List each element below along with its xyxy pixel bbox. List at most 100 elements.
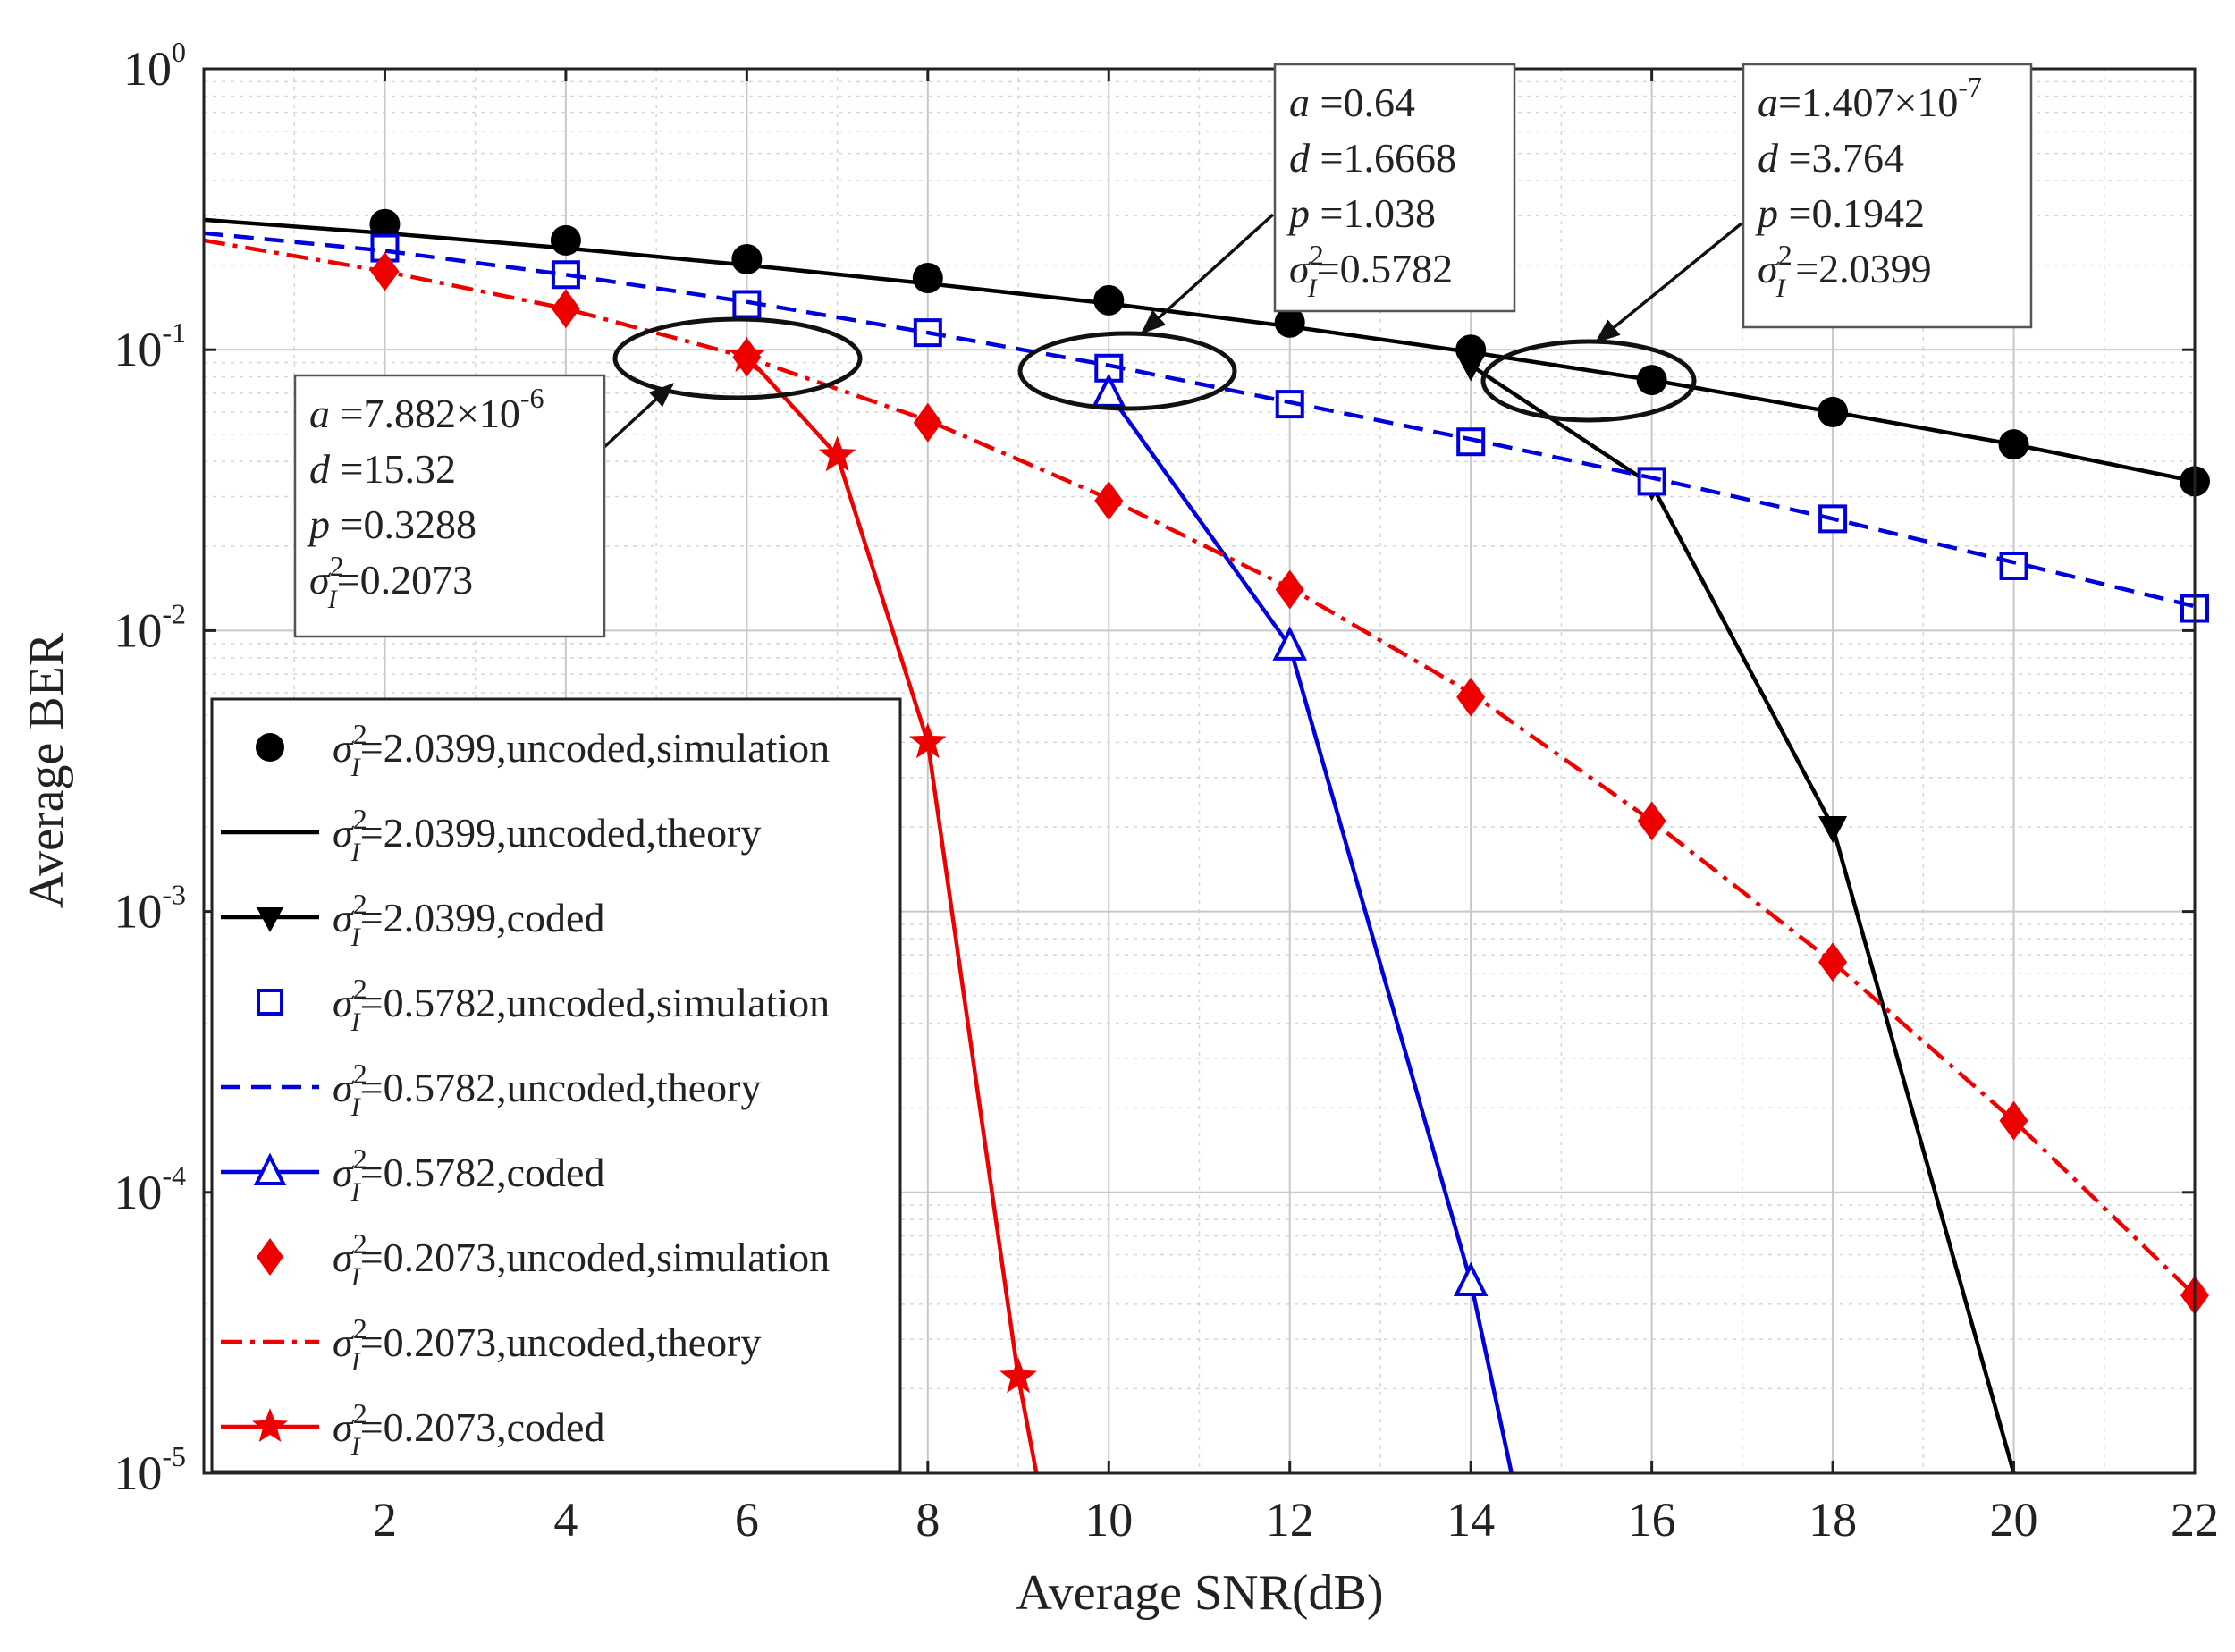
data-point-circle xyxy=(1093,284,1125,316)
annotation-line: p =0.3288 xyxy=(307,502,477,547)
annotation-box xyxy=(293,374,606,638)
annotation-line: a =7.882×10-6 xyxy=(309,382,544,436)
series-line xyxy=(203,231,2196,609)
legend-entry: σ2 I=0.5782,coded xyxy=(221,1142,604,1207)
x-tick-label: 20 xyxy=(1990,1493,2038,1547)
data-point-diamond xyxy=(1637,801,1666,841)
legend-entry: σ2 I=0.5782,uncoded,theory xyxy=(221,1058,761,1122)
legend-marker-triangle-up xyxy=(253,1152,287,1185)
data-point-triangle-up xyxy=(1272,626,1307,661)
legend-entry: σ2 I=0.5782,uncoded,simulation xyxy=(257,973,830,1037)
annotation-line: a =0.64 xyxy=(1289,80,1415,125)
annotation-line: a=1.407×10-7 xyxy=(1758,71,1982,125)
data-point-star xyxy=(728,336,766,372)
series-layer xyxy=(203,208,2210,1474)
annotation-box xyxy=(1273,63,1516,313)
legend-entry: σ2 I=0.2073,coded xyxy=(221,1397,604,1462)
series-8 xyxy=(728,336,1039,1474)
legend-entry: σ2 I=2.0399,uncoded,theory xyxy=(221,803,761,867)
annotation-line: d =1.6668 xyxy=(1289,135,1456,181)
annotation-line: p =0.1942 xyxy=(1755,190,1925,236)
annotation-arrow xyxy=(603,383,675,449)
legend-label: σ2 I=0.2073,coded xyxy=(333,1397,604,1462)
legend-label: σ2 I=0.2073,uncoded,simulation xyxy=(333,1227,830,1292)
annotation-box xyxy=(1742,63,2033,329)
x-tick-label: 16 xyxy=(1628,1493,1676,1547)
legend-label: σ2 I=2.0399,uncoded,simulation xyxy=(333,718,830,782)
highlight-ellipse xyxy=(1480,339,1697,423)
annotation-line: σ2 I =2.0399 xyxy=(1758,239,1932,303)
legend-marker-diamond xyxy=(257,1238,283,1276)
legend-marker-square xyxy=(257,989,283,1016)
x-tick-label: 18 xyxy=(1809,1493,1857,1547)
data-point-circle xyxy=(1274,307,1305,338)
annotation-line: p =1.038 xyxy=(1286,190,1436,236)
data-point-star xyxy=(818,435,856,472)
legend-label: σ2 I=0.5782,uncoded,simulation xyxy=(333,973,830,1037)
x-tick-label: 10 xyxy=(1084,1493,1133,1547)
data-point-triangle-up xyxy=(1092,373,1126,408)
series-4 xyxy=(203,231,2196,609)
annotation-line: d =3.764 xyxy=(1758,135,1904,181)
legend-entry: σ2 I=0.2073,uncoded,theory xyxy=(221,1312,761,1377)
x-tick-label: 12 xyxy=(1266,1493,1314,1547)
y-tick-label: 100 xyxy=(123,36,186,96)
data-point-diamond xyxy=(913,402,942,442)
legend-entry: σ2 I=2.0399,coded xyxy=(221,888,604,952)
ticks: 2 4 6 8 10 12 14 16 18 20 22 100 10-1 10-2 10-3 10-4 10-… xyxy=(114,36,2219,1547)
legend-box xyxy=(210,697,902,1473)
series-1 xyxy=(203,217,2196,484)
y-tick-label: 10-4 xyxy=(114,1159,186,1219)
data-point-star xyxy=(999,1357,1037,1394)
legend-entry: σ2 I=0.2073,uncoded,simulation xyxy=(257,1227,830,1292)
legend-label: σ2 I=0.2073,uncoded,theory xyxy=(333,1312,761,1377)
x-tick-label: 14 xyxy=(1446,1493,1495,1547)
data-point-triangle-down xyxy=(1818,816,1848,844)
y-tick-label: 10-2 xyxy=(114,597,186,657)
series-line xyxy=(1107,392,1514,1474)
annotation-line: σ2 I=0.5782 xyxy=(1289,239,1453,303)
x-tick-label: 2 xyxy=(373,1493,397,1547)
data-point-triangle-up xyxy=(1453,1261,1489,1296)
x-tick-label: 4 xyxy=(553,1493,578,1547)
y-axis-title: Average BER xyxy=(19,632,74,908)
legend-label: σ2 I=0.5782,coded xyxy=(333,1142,604,1207)
y-tick-label: 10-3 xyxy=(114,879,186,939)
highlight-ellipse xyxy=(612,316,863,400)
data-point-square xyxy=(1637,467,1666,496)
x-tick-label: 22 xyxy=(2171,1493,2219,1547)
legend-label: σ2 I=0.5782,uncoded,theory xyxy=(333,1058,761,1122)
y-tick-label: 10-5 xyxy=(114,1440,186,1500)
legend-label: σ2 I=2.0399,coded xyxy=(333,888,604,952)
series-7 xyxy=(203,238,2197,1297)
data-point-circle xyxy=(731,243,763,274)
legend-marker-circle xyxy=(256,733,284,762)
data-point-star xyxy=(908,722,947,759)
series-line xyxy=(203,238,2197,1297)
highlight-ellipse xyxy=(1017,331,1237,411)
data-point-triangle-down xyxy=(1456,354,1486,382)
legend-entry: σ2 I=2.0399,uncoded,simulation xyxy=(256,718,830,782)
plot-frame xyxy=(202,67,2197,1475)
annotation-line: d =15.32 xyxy=(309,446,456,492)
data-point-circle xyxy=(912,262,943,293)
series-line xyxy=(1469,363,2016,1474)
legend: σ2 I=2.0399,uncoded,simulation σ2 I=2.0399,… xyxy=(210,697,902,1473)
legend-marker-star xyxy=(252,1408,288,1442)
annotation-line: σ2 I=0.2073 xyxy=(309,550,473,614)
legend-marker-triangle-down xyxy=(257,907,283,932)
series-line xyxy=(203,217,2196,484)
x-tick-label: 8 xyxy=(915,1493,940,1547)
data-point-square xyxy=(1999,551,2028,580)
y-tick-label: 10-1 xyxy=(114,316,186,376)
annotation-arrow xyxy=(1140,213,1275,334)
legend-label: σ2 I=2.0399,uncoded,theory xyxy=(333,803,761,867)
series-5 xyxy=(1092,373,1514,1474)
x-axis-title: Average SNR(dB) xyxy=(1016,1565,1383,1621)
annotation-arrow xyxy=(1594,222,1743,343)
